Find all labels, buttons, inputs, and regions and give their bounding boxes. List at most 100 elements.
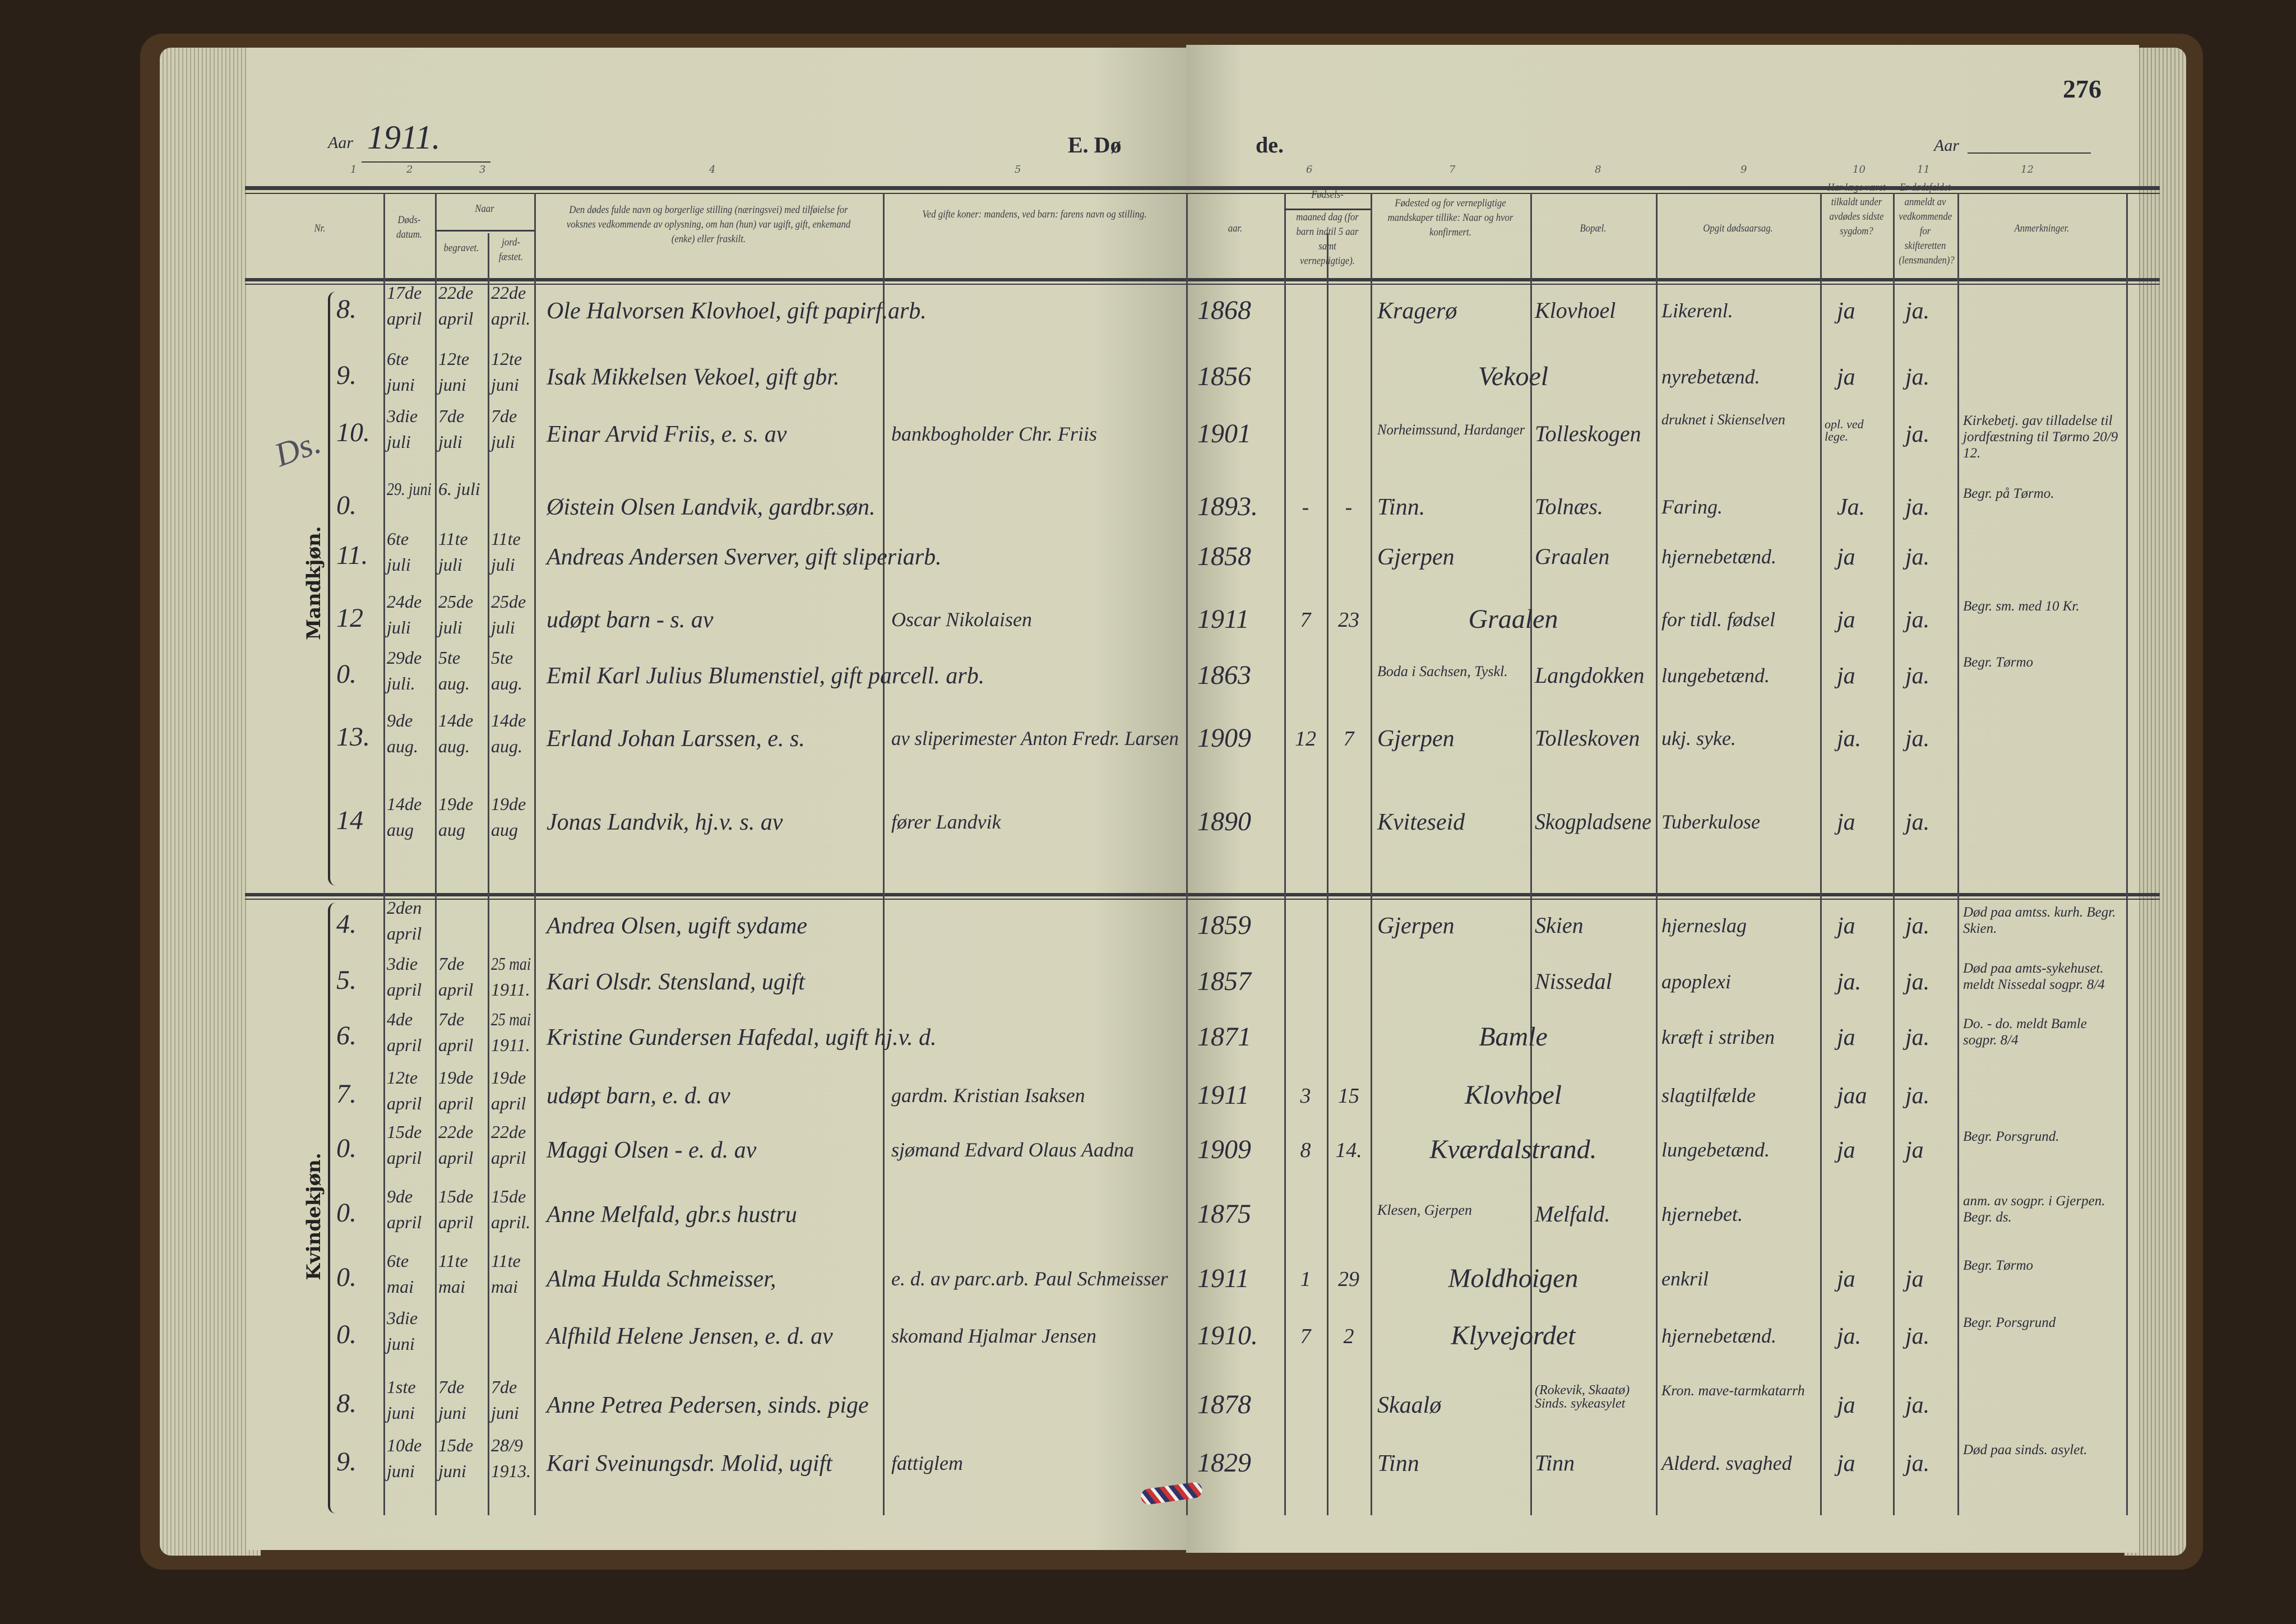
deceased-name: Anne Melfald, gbr.s hustru: [547, 1202, 797, 1228]
column-divider: [1957, 193, 1959, 1515]
male-section-label: Mandkjøn.: [303, 526, 325, 640]
entry-number: 9.: [336, 1447, 357, 1477]
death-date-day: 10de: [387, 1435, 422, 1455]
father-or-husband: fører Landvik: [891, 811, 1001, 833]
burial-date-day: 11te: [438, 529, 468, 549]
entry-number: 4.: [336, 909, 357, 939]
death-date-day: 29. juni: [387, 479, 432, 499]
confirmation-date-month: mai: [491, 1276, 518, 1297]
birth-month: 12: [1295, 727, 1316, 751]
cause-of-death: hjernebet.: [1661, 1203, 1743, 1225]
confirmation-date-month: juni: [491, 374, 519, 395]
header-cause: Opgit dødsaarsag.: [1703, 223, 1773, 234]
cause-of-death: hjernebetænd.: [1661, 545, 1776, 568]
confirmation-date-month: juni: [491, 1403, 519, 1423]
death-date-month: april: [387, 1035, 422, 1055]
column-divider: [1284, 193, 1286, 1515]
burial-date-day: 14de: [438, 710, 474, 730]
death-reported: ja.: [1905, 607, 1930, 633]
doctor-attended: jaa: [1837, 1083, 1867, 1109]
column-divider: [383, 193, 385, 1515]
doctor-attended: ja: [1837, 607, 1855, 633]
birth-day: 14.: [1335, 1139, 1362, 1162]
death-reported: ja.: [1905, 298, 1930, 324]
column-divider: [1327, 233, 1328, 1515]
birth-year: 1859: [1197, 910, 1251, 940]
birthplace-residence: Klyvejordet: [1451, 1321, 1576, 1350]
year-underline-right: [1968, 152, 2091, 154]
doctor-attended: ja: [1837, 364, 1855, 390]
birth-year: 1911: [1197, 604, 1249, 634]
column-divider: [1186, 193, 1188, 1515]
death-date-day: 29de: [387, 647, 422, 668]
remarks: Begr. Porsgrund.: [1963, 1129, 2059, 1144]
birth-day: -: [1345, 496, 1353, 519]
confirmation-date-day: 28/9: [491, 1435, 523, 1455]
doctor-attended: ja: [1837, 1137, 1855, 1163]
death-date-month: aug.: [387, 736, 418, 756]
header-month-day: maaned dag (for barn indtil 5 aar samt v…: [1296, 211, 1359, 267]
entry-number: 12: [336, 603, 363, 633]
death-reported: ja.: [1905, 1392, 1930, 1418]
header-when: Naar: [475, 203, 494, 215]
remarks: Begr. Porsgrund: [1963, 1315, 2056, 1330]
column-divider: [1820, 193, 1822, 1515]
column-number: 5: [1015, 164, 1021, 175]
birthplace: Norheimssund, Hardanger: [1377, 422, 1525, 438]
column-number: 4: [709, 164, 716, 175]
birth-year: 1909: [1197, 1135, 1251, 1164]
birth-year: 1858: [1197, 542, 1251, 571]
confirmation-date-day: 22de: [491, 283, 526, 303]
remarks: Død paa sinds. asylet.: [1963, 1442, 2087, 1458]
column-number: 8: [1595, 164, 1601, 175]
death-date-day: 3die: [387, 406, 418, 426]
deceased-name: Ole Halvorsen Klovhoel, gift papirf.arb.: [547, 298, 927, 324]
entry-number: 7.: [336, 1079, 357, 1109]
father-or-husband: bankbogholder Chr. Friis: [891, 423, 1098, 445]
birth-year: 1871: [1197, 1022, 1251, 1052]
birth-day: 23: [1338, 608, 1359, 632]
left-page: [247, 48, 1186, 1550]
entry-number: 6.: [336, 1021, 357, 1051]
birth-year: 1856: [1197, 362, 1251, 391]
birth-year: 1909: [1197, 723, 1251, 753]
birthplace-residence: Klovhoel: [1464, 1080, 1562, 1110]
confirmation-date-day: 5te: [491, 647, 513, 668]
death-reported: ja.: [1905, 1025, 1930, 1051]
entry-number: 5.: [336, 965, 357, 995]
entry-number: 0.: [336, 1320, 357, 1349]
birth-year: 1890: [1197, 807, 1251, 836]
cause-of-death: Kron. mave-tarmkatarrh: [1661, 1382, 1805, 1399]
deceased-name: Isak Mikkelsen Vekoel, gift gbr.: [547, 364, 840, 390]
birthplace: Skaalø: [1377, 1392, 1442, 1418]
death-date-day: 9de: [387, 1186, 413, 1206]
naar-divider: [435, 230, 534, 232]
cause-of-death: for tidl. fødsel: [1661, 608, 1776, 631]
birthplace: Kviteseid: [1377, 809, 1465, 835]
deceased-name: Andreas Andersen Sverver, gift sliperiar…: [547, 544, 942, 570]
table-rule: [245, 284, 2160, 285]
column-divider: [1656, 193, 1658, 1515]
entry-number: 14: [336, 806, 363, 835]
birthplace: Tinn: [1377, 1451, 1419, 1477]
confirmation-date-day: 7de: [491, 406, 517, 426]
column-divider: [1371, 193, 1372, 1515]
table-rule: [245, 193, 2160, 194]
confirmation-date-day: 14de: [491, 710, 526, 730]
column-number: 7: [1449, 164, 1456, 175]
header-reported: Er dødsfaldet anmeldt av vedkommende for…: [1899, 182, 1955, 266]
entry-number: 0.: [336, 491, 357, 520]
birthplace: Boda i Sachsen, Tyskl.: [1377, 663, 1508, 679]
doctor-attended: ja: [1837, 913, 1855, 939]
header-birth-year: aar.: [1228, 223, 1243, 234]
deceased-name: Kristine Gundersen Hafedal, ugift hj.v. …: [547, 1025, 937, 1051]
cause-of-death: Faring.: [1661, 496, 1723, 518]
doctor-attended: ja.: [1837, 726, 1862, 752]
burial-date-month: mai: [438, 1276, 465, 1297]
column-number: 2: [406, 164, 413, 175]
father-or-husband: av sliperimester Anton Fredr. Larsen: [891, 727, 1179, 749]
header-birth: Fødsels-: [1311, 189, 1344, 201]
confirmation-date-day: 15de: [491, 1186, 526, 1206]
cause-of-death: slagtilfælde: [1661, 1084, 1756, 1107]
death-date-month: juli: [387, 432, 411, 452]
